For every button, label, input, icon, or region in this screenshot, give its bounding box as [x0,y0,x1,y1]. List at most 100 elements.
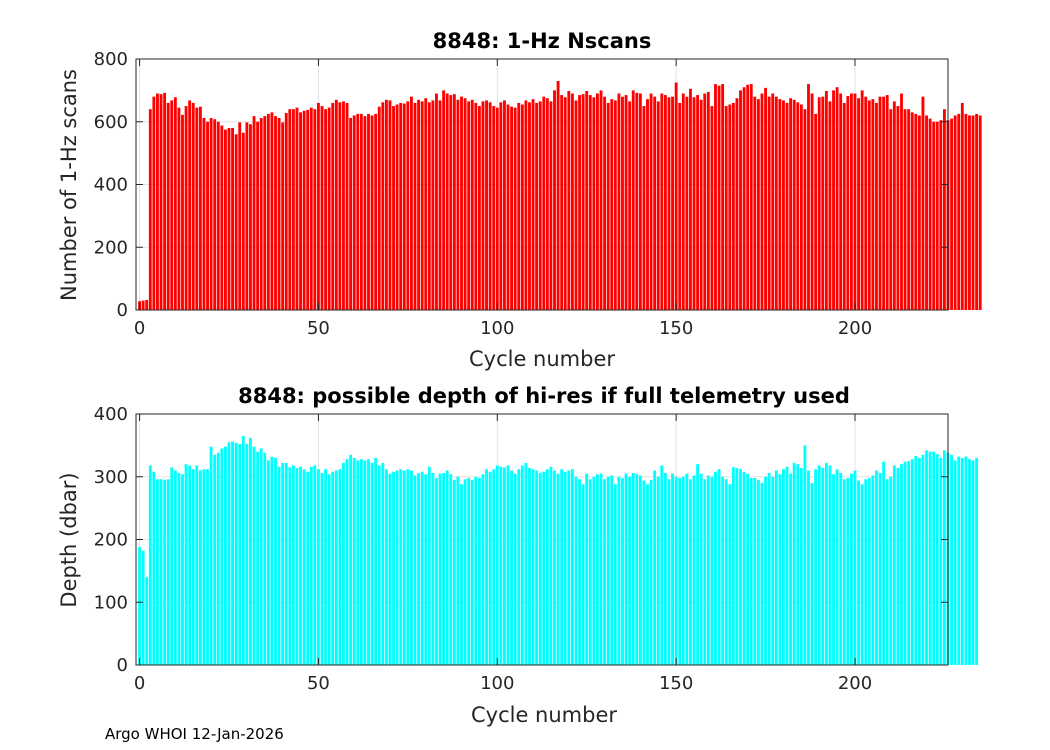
bar [195,107,199,310]
bar [424,474,428,665]
bar [596,93,599,310]
bar [542,471,546,665]
bar [320,106,324,310]
bar [728,104,732,311]
bar [796,464,800,665]
bar [585,91,589,310]
bar [678,478,682,665]
bar [621,478,624,665]
bar [295,107,299,310]
bar [313,465,317,665]
bar [274,116,277,310]
bar [520,465,524,665]
bar [399,102,403,311]
bar [703,93,707,310]
bar [882,461,886,665]
x-axis-label: Cycle number [469,347,615,371]
bar [284,462,288,665]
bar [960,457,964,665]
bar [731,102,735,311]
bar [581,484,585,665]
bar [467,478,471,665]
bar [824,91,828,310]
bar [342,462,345,665]
bar [477,106,481,310]
bar [778,99,782,310]
bar [699,99,703,310]
bar [921,454,925,665]
bar [653,470,657,665]
bar [649,93,653,310]
bar [234,134,238,310]
bar [170,100,174,310]
bar [914,113,918,310]
bar [685,473,689,665]
bar [957,113,961,310]
bar [649,479,653,665]
bar [903,109,907,310]
bar [570,93,574,310]
bar [406,101,410,310]
bar [245,122,249,310]
bar [721,84,725,310]
bar [384,469,388,665]
bar [281,462,285,665]
bar [624,473,628,665]
bar [281,122,285,310]
bar [660,465,664,665]
bar [449,474,453,665]
bar [635,92,639,310]
bar [692,97,696,310]
bar [950,454,954,665]
x-tick-label: 200 [838,673,872,694]
bar [588,95,592,310]
bar [499,466,503,665]
y-tick-label: 200 [94,530,128,551]
bar [467,101,471,310]
bar [524,100,528,310]
bar [599,473,603,665]
bar [789,98,793,310]
bar [545,98,549,310]
bar [141,550,145,665]
bar [381,102,385,310]
bar [817,97,821,310]
bar [814,469,818,665]
bar [696,95,700,310]
bar [485,469,488,665]
bar [853,93,857,310]
bar [842,102,846,311]
bar [431,472,435,665]
bar [181,114,184,310]
bar [864,96,868,311]
bar [338,102,342,310]
bar [173,97,177,310]
bar [592,97,596,310]
bar [728,484,732,665]
bar [270,112,274,310]
bar [424,98,428,310]
bar [735,98,739,310]
bar [978,115,982,310]
bar [810,483,814,665]
x-tick-label: 150 [659,673,693,694]
bar [152,96,156,311]
bar [753,478,757,665]
bar [875,470,878,665]
bar [785,466,789,665]
y-axis-label: Depth (dbar) [57,472,81,607]
bar [646,484,649,665]
bar [284,112,288,310]
bar [513,107,517,310]
bar [295,467,299,665]
bar [224,129,227,310]
bar [635,474,639,665]
bar [163,92,167,310]
bar [470,479,474,665]
bar [935,121,939,310]
bar [420,471,424,665]
bar [177,472,181,665]
bar [942,450,946,665]
bar [427,102,431,310]
bar [184,464,188,665]
